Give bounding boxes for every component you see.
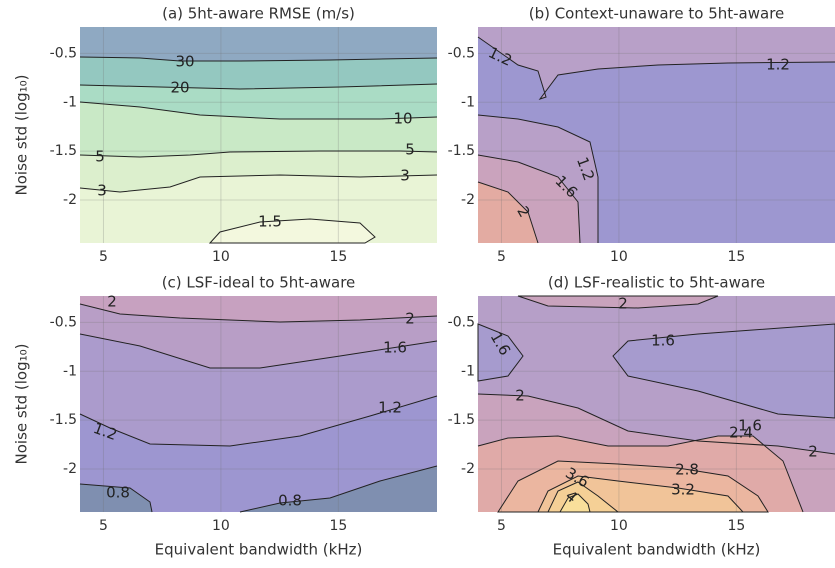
contour-fill [478,182,538,243]
contour-label: 1.5 [258,213,282,231]
contour-label: 1.6 [383,339,407,357]
contour-label: 2 [808,443,818,461]
y-tick-label: -1.5 [448,412,475,428]
contour-line [79,150,438,158]
contour-line [477,154,581,244]
contour-line [497,460,769,513]
x-tick-label: 10 [610,518,628,534]
contour-label: 30 [175,53,194,71]
x-tick-label: 10 [212,518,230,534]
panel-title: (d) LSF-realistic to 5ht-aware [548,274,765,292]
contour-label: 3 [97,182,107,200]
contour-label: 1.2 [766,56,790,74]
panel-title: (c) LSF-ideal to 5ht-aware [162,274,356,292]
y-tick-label: -1.5 [50,143,77,159]
contour-fill [80,296,437,322]
contour-fill [478,27,835,99]
contour-label: 5 [405,141,415,159]
y-tick-label: -1 [63,363,77,379]
y-tick-label: -2 [461,192,475,208]
contour-label: 1.6 [738,417,762,435]
y-tick-label: -2 [63,461,77,477]
contour-fill [80,396,437,512]
contour-line [477,435,804,513]
x-axis-label: Equivalent bandwidth (kHz) [553,541,761,559]
contour-fill [80,27,437,61]
contour-line [79,56,438,62]
x-tick-label: 10 [212,249,230,265]
y-tick-label: -1.5 [50,412,77,428]
y-tick-label: -0.5 [448,45,475,61]
contour-line [547,481,620,513]
contour-label: 2.4 [729,424,753,442]
contour-label: 20 [170,79,189,97]
contour-line [612,323,835,419]
x-axis-label: Equivalent bandwidth (kHz) [155,541,363,559]
contour-label: 1.2 [378,399,402,417]
contour-line [239,465,438,513]
x-tick-label: 15 [727,518,745,534]
contour-line [477,323,524,382]
contour-line [477,114,599,243]
contour-line [79,333,438,369]
contour-line [79,483,153,513]
y-tick-label: -1 [63,94,77,110]
contour-label: 2 [107,293,117,311]
y-tick-label: -0.5 [448,314,475,330]
contour-fill [478,324,523,381]
contour-line [79,395,438,447]
contour-label: 2 [515,387,525,405]
y-axis-label: Noise std (log₁₀) [13,75,31,196]
contour-line [477,393,835,455]
panel: 1.2 1.21.21.62 [477,27,835,244]
contour-line [79,303,438,323]
contour-label: 0.8 [106,484,130,502]
contour-line [79,83,438,90]
contour-label: 3.2 [671,481,695,499]
contour-line [559,493,591,513]
contour-label: 3 [400,167,410,185]
contour-label: 2 [405,310,415,328]
contour-label: 0.8 [278,492,302,510]
contour-line [477,36,835,100]
contour-label: 5 [95,148,105,166]
contour-line [517,295,719,309]
contour-fill [613,324,835,418]
x-tick-label: 5 [99,518,108,534]
contour-fill [518,296,718,308]
x-tick-label: 5 [497,249,506,265]
x-tick-label: 15 [727,249,745,265]
y-tick-label: -1.5 [448,143,475,159]
contour-line [79,174,438,193]
contour-line [477,181,539,244]
y-axis-label: Noise std (log₁₀) [13,344,31,465]
contour-line [208,218,376,244]
contour-fill [210,219,375,243]
y-tick-label: -1 [461,363,475,379]
x-tick-label: 10 [610,249,628,265]
y-tick-label: -1 [461,94,475,110]
y-tick-label: -2 [461,461,475,477]
panel: 3 3 5 5 10 20 30 1.5 [79,27,438,244]
x-tick-label: 5 [497,518,506,534]
contour-label: 2.8 [675,461,699,479]
contour-fill [240,466,437,512]
panel-title: (b) Context-unaware to 5ht-aware [529,5,785,23]
x-tick-label: 5 [99,249,108,265]
contour-label: 2 [618,295,628,313]
y-tick-label: -0.5 [50,314,77,330]
contour-line [537,475,745,513]
y-tick-label: -2 [63,192,77,208]
contour-label: 10 [393,110,412,128]
contour-label: 1.6 [651,332,675,350]
panel-title: (a) 5ht-aware RMSE (m/s) [162,5,355,23]
x-tick-label: 15 [329,518,347,534]
x-tick-label: 15 [329,249,347,265]
y-tick-label: -0.5 [50,45,77,61]
contour-line [79,101,438,120]
